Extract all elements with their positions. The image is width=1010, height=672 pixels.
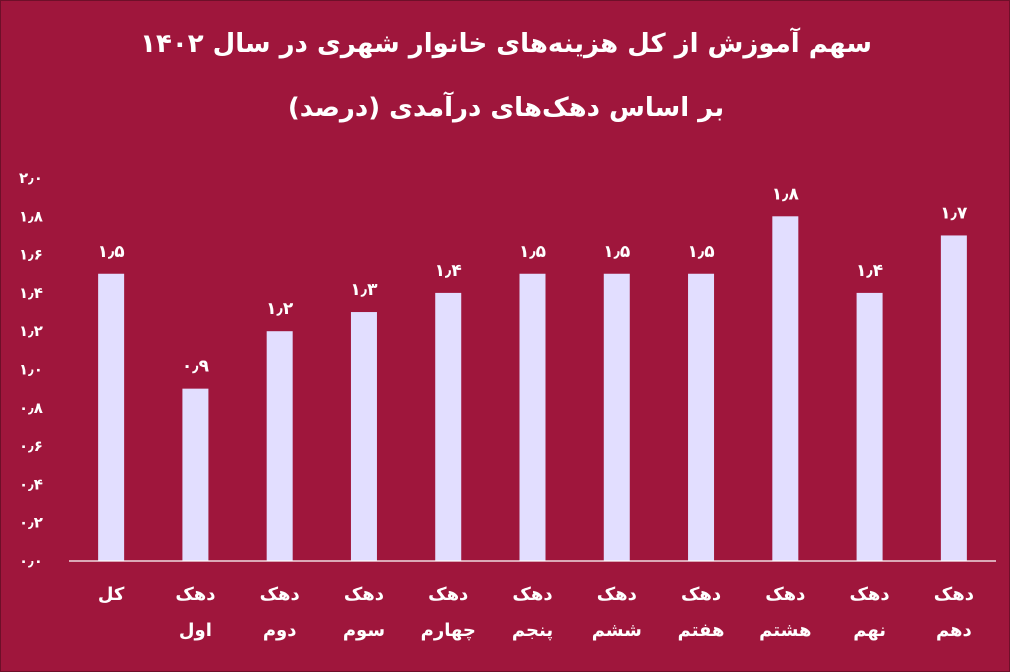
category-label: هفتم bbox=[678, 620, 725, 641]
bar bbox=[603, 273, 630, 561]
data-labels-group: ۱٫۵ ۰٫۹ ۱٫۲ ۱٫۳ ۱٫۴ ۱٫۵ ۱٫۵ ۱٫۵ ۱٫۸ ۱٫۴ ۱٫۷ bbox=[98, 184, 968, 376]
y-tick-label: ۱٫۸ bbox=[19, 207, 43, 225]
category-label: دهم bbox=[936, 620, 972, 641]
bar bbox=[688, 273, 715, 561]
category-label: دهک bbox=[850, 584, 890, 605]
category-label: دهک bbox=[260, 584, 300, 605]
y-tick-label: ۱٫۲ bbox=[19, 322, 43, 340]
category-label: دهک bbox=[934, 584, 974, 605]
bar bbox=[772, 216, 799, 562]
bar bbox=[350, 312, 377, 561]
chart-subtitle: بر اساس دهک‌های درآمدی (درصد) bbox=[287, 93, 725, 123]
y-axis: ۰٫۰ ۰٫۲ ۰٫۴ ۰٫۶ ۰٫۸ ۱٫۰ ۱٫۲ ۱٫۴ ۱٫۶ ۱٫۸ ۲٫۰ bbox=[19, 169, 43, 570]
data-label: ۱٫۵ bbox=[98, 242, 125, 262]
bars-group bbox=[98, 216, 967, 562]
bar bbox=[519, 273, 546, 561]
bar bbox=[98, 273, 125, 561]
data-label: ۱٫۴ bbox=[856, 261, 883, 281]
y-tick-label: ۲٫۰ bbox=[19, 169, 43, 187]
category-label: پنجم bbox=[512, 620, 553, 641]
data-label: ۱٫۵ bbox=[603, 242, 630, 262]
category-label: دهک bbox=[597, 584, 637, 605]
category-label: دهک bbox=[344, 584, 384, 605]
bar bbox=[266, 331, 293, 561]
data-label: ۱٫۲ bbox=[266, 299, 294, 319]
category-label: چهارم bbox=[421, 620, 476, 641]
y-tick-label: ۱٫۰ bbox=[19, 361, 43, 379]
category-label: دهک bbox=[428, 584, 468, 605]
chart-title: سهم آموزش از کل هزینه‌های خانوار شهری در… bbox=[140, 29, 872, 59]
y-tick-label: ۱٫۴ bbox=[19, 284, 43, 302]
category-label: اول bbox=[179, 620, 212, 641]
category-label: ششم bbox=[592, 620, 642, 641]
category-label: دهک bbox=[681, 584, 721, 605]
data-label: ۱٫۳ bbox=[350, 280, 378, 300]
data-label: ۱٫۸ bbox=[772, 184, 800, 204]
data-label: ۱٫۴ bbox=[435, 261, 462, 281]
category-label: دهک bbox=[512, 584, 552, 605]
y-tick-label: ۰٫۶ bbox=[19, 437, 43, 455]
category-label: سوم bbox=[343, 620, 385, 641]
category-label: دهک bbox=[765, 584, 805, 605]
data-label: ۱٫۵ bbox=[687, 242, 714, 262]
data-label: ۱٫۷ bbox=[940, 203, 968, 223]
bar bbox=[435, 292, 462, 561]
bar bbox=[182, 388, 209, 561]
data-label: ۱٫۵ bbox=[519, 242, 546, 262]
bar bbox=[940, 235, 967, 561]
category-label: دهک bbox=[175, 584, 215, 605]
y-tick-label: ۰٫۰ bbox=[19, 552, 43, 570]
category-label: دوم bbox=[263, 620, 297, 641]
category-label: هشتم bbox=[759, 620, 811, 641]
x-axis: کل دهک اول دهک دوم دهک سوم دهک چهارم دهک پنجم دهک شش… bbox=[98, 584, 974, 641]
y-tick-label: ۰٫۸ bbox=[19, 399, 43, 417]
bar bbox=[856, 292, 883, 561]
y-tick-label: ۰٫۴ bbox=[19, 475, 43, 493]
y-tick-label: ۱٫۶ bbox=[19, 246, 43, 264]
data-label: ۰٫۹ bbox=[182, 357, 210, 377]
category-label: کل bbox=[98, 584, 125, 605]
category-label: نهم bbox=[853, 620, 886, 641]
y-tick-label: ۰٫۲ bbox=[19, 514, 43, 532]
